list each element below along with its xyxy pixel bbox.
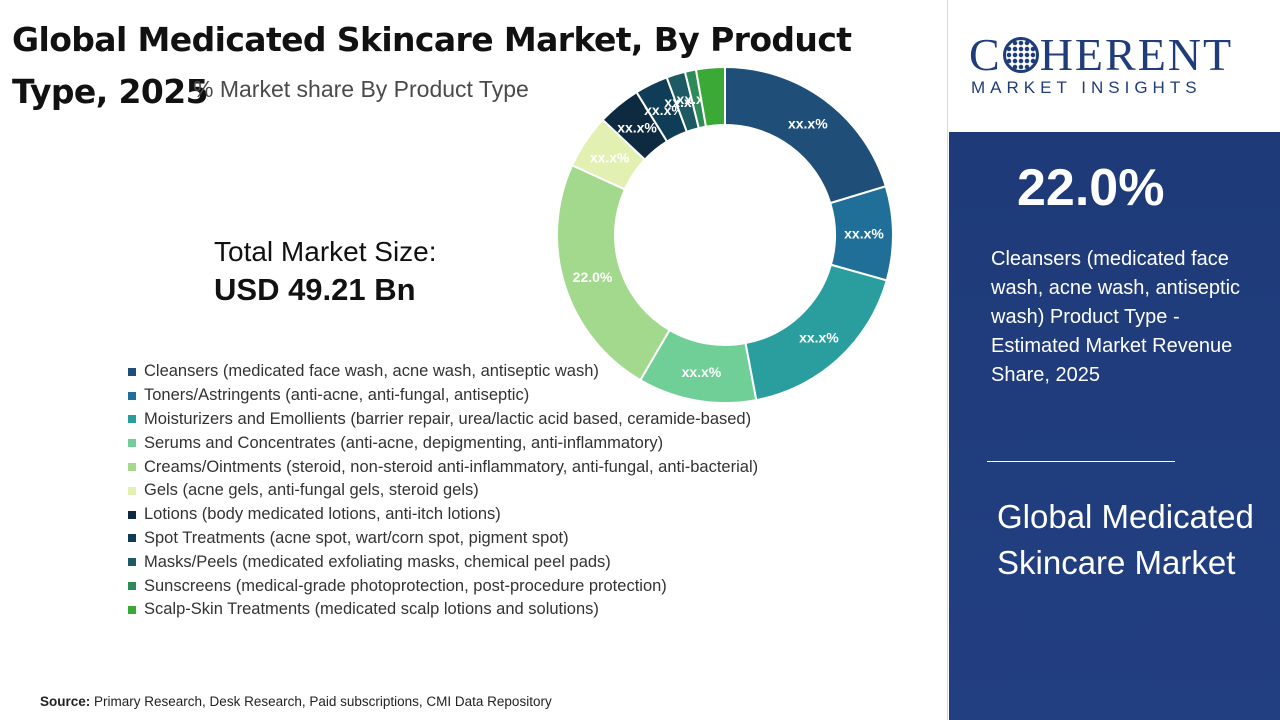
legend-swatch: [128, 391, 136, 400]
legend-label: Toners/Astringents (anti-acne, anti-fung…: [144, 386, 530, 405]
divider-line: [987, 461, 1175, 462]
legend-item: Cleansers (medicated face wash, acne was…: [128, 360, 758, 384]
legend-item: Toners/Astringents (anti-acne, anti-fung…: [128, 384, 758, 408]
legend-swatch: [128, 582, 136, 591]
legend-swatch: [128, 510, 136, 519]
legend-label: Cleansers (medicated face wash, acne was…: [144, 362, 599, 381]
legend-label: Serums and Concentrates (anti-acne, depi…: [144, 433, 664, 452]
chart-panel: Global Medicated Skincare Market, By Pro…: [12, 0, 948, 720]
source-label: Source:: [40, 694, 91, 709]
legend-label: Sunscreens (medical-grade photoprotectio…: [144, 576, 667, 595]
chart-legend: Cleansers (medicated face wash, acne was…: [128, 360, 758, 622]
slice-label: xx.x%: [844, 226, 884, 242]
legend-label: Spot Treatments (acne spot, wart/corn sp…: [144, 528, 569, 547]
legend-label: Creams/Ointments (steroid, non-steroid a…: [144, 457, 759, 476]
donut-slice: [724, 65, 888, 205]
slice-label: xx.x%: [590, 149, 630, 165]
legend-item: Serums and Concentrates (anti-acne, depi…: [128, 431, 758, 455]
legend-swatch: [128, 534, 136, 543]
legend-swatch: [128, 367, 136, 376]
chart-subtitle: % Market share By Product Type: [193, 76, 529, 102]
legend-item: Masks/Peels (medicated exfoliating masks…: [128, 550, 758, 574]
slice-label: xx.x%: [644, 102, 684, 118]
legend-swatch: [128, 463, 136, 472]
company-logo: C HERENT MARKET INSIGHTS: [949, 0, 1280, 132]
info-sidebar: C HERENT MARKET INSIGHTS 22.0% Cleansers …: [949, 0, 1280, 720]
legend-swatch: [128, 605, 136, 614]
logo-wordmark: C HERENT: [969, 29, 1234, 80]
slice-label: xx.x%: [788, 115, 828, 131]
legend-swatch: [128, 558, 136, 567]
slice-label: xx.x%: [617, 119, 657, 135]
legend-swatch: [128, 439, 136, 448]
logo-tagline: MARKET INSIGHTS: [971, 78, 1202, 97]
legend-label: Moisturizers and Emollients (barrier rep…: [144, 409, 752, 428]
donut-slice: [694, 65, 726, 128]
highlight-panel: 22.0% Cleansers (medicated face wash, ac…: [949, 132, 1280, 720]
legend-item: Moisturizers and Emollients (barrier rep…: [128, 408, 758, 432]
slice-label: xx.x%: [682, 364, 722, 380]
slice-label: 22.0%: [573, 269, 613, 285]
source-note: Source: Primary Research, Desk Research,…: [40, 694, 552, 709]
highlight-description: Cleansers (medicated face wash, acne was…: [991, 248, 1241, 386]
total-market-label: Total Market Size:: [214, 236, 437, 267]
legend-label: Gels (acne gels, anti-fungal gels, stero…: [144, 481, 479, 500]
total-market-value: USD 49.21 Bn: [214, 272, 416, 307]
donut-chart: xx.x%xx.x%xx.x%xx.x%22.0%xx.x%xx.x%xx.x%…: [556, 65, 894, 404]
legend-swatch: [128, 415, 136, 424]
legend-swatch: [128, 486, 136, 495]
market-name: Global Medicated Skincare Market: [997, 498, 1254, 581]
legend-item: Creams/Ointments (steroid, non-steroid a…: [128, 455, 758, 479]
legend-label: Scalp-Skin Treatments (medicated scalp l…: [144, 600, 599, 619]
legend-item: Gels (acne gels, anti-fungal gels, stero…: [128, 479, 758, 503]
legend-label: Lotions (body medicated lotions, anti-it…: [144, 505, 501, 524]
legend-label: Masks/Peels (medicated exfoliating masks…: [144, 552, 611, 571]
legend-item: Scalp-Skin Treatments (medicated scalp l…: [128, 598, 758, 622]
logo-globe-icon: [1002, 37, 1039, 73]
legend-item: Sunscreens (medical-grade photoprotectio…: [128, 574, 758, 598]
legend-item: Lotions (body medicated lotions, anti-it…: [128, 503, 758, 527]
chart-title: Global Medicated Skincare Market, By Pro…: [12, 20, 852, 111]
slice-label: xx.x%: [799, 329, 839, 345]
legend-item: Spot Treatments (acne spot, wart/corn sp…: [128, 527, 758, 551]
source-text: Primary Research, Desk Research, Paid su…: [94, 694, 552, 709]
highlight-value: 22.0%: [1017, 159, 1165, 217]
